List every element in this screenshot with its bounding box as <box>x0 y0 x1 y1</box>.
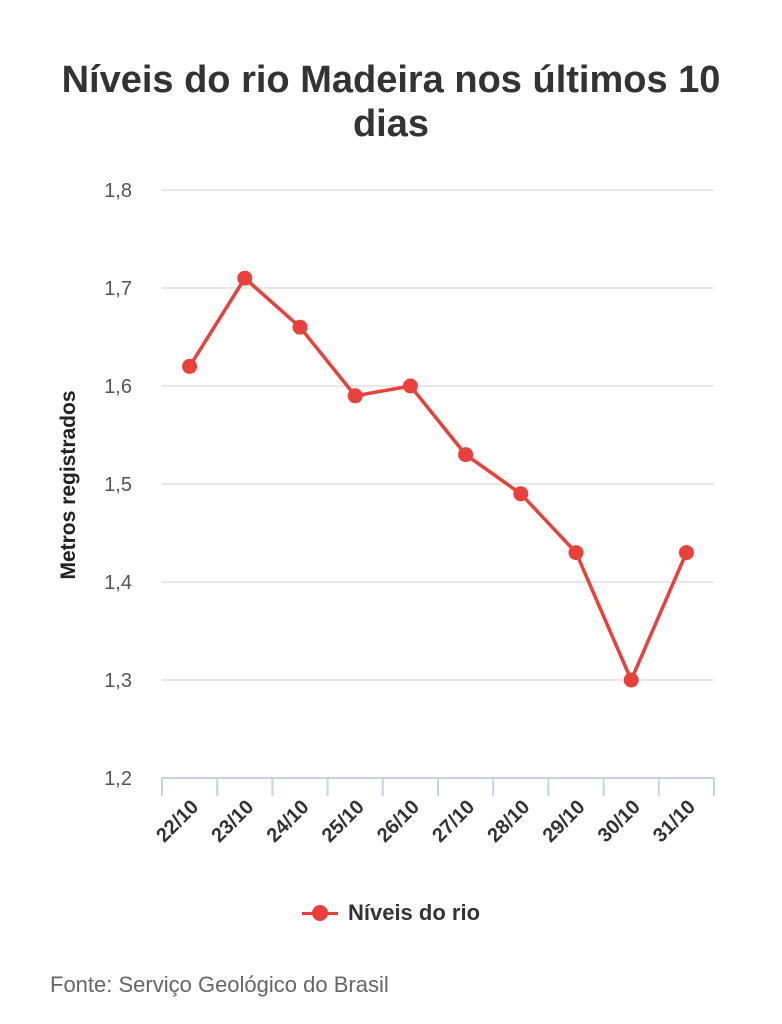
x-tick-label: 23/10 <box>207 796 258 847</box>
chart-title: Níveis do rio Madeira nos últimos 10 dia… <box>61 59 721 145</box>
data-point[interactable] <box>678 545 694 561</box>
data-point[interactable] <box>347 388 363 404</box>
series-line <box>188 276 689 682</box>
y-tick-label: 1,6 <box>104 376 132 398</box>
series-niveis <box>182 270 694 688</box>
y-tick-label: 1,2 <box>104 768 132 790</box>
source-note: Fonte: Serviço Geológico do Brasil <box>50 972 389 997</box>
y-tick-labels: 1,2 1,3 1,4 1,5 1,6 1,7 1,8 <box>104 180 132 790</box>
legend-label: Níveis do rio <box>347 900 481 925</box>
y-tick-label: 1,7 <box>104 278 132 300</box>
x-tick-label: 28/10 <box>483 796 534 847</box>
grid-lines <box>162 189 714 681</box>
data-point[interactable] <box>182 358 198 374</box>
x-tick-label: 27/10 <box>428 796 479 847</box>
y-tick-label: 1,8 <box>104 180 132 202</box>
y-tick-label: 1,3 <box>104 670 132 692</box>
x-tick-label: 30/10 <box>594 796 645 847</box>
y-axis-label: Metros registrados <box>57 390 80 579</box>
x-tick-label: 24/10 <box>263 796 314 847</box>
x-axis <box>161 777 715 796</box>
x-tick-label: 22/10 <box>152 796 203 847</box>
data-point[interactable] <box>402 378 418 394</box>
y-tick-label: 1,5 <box>104 474 132 496</box>
data-point[interactable] <box>292 319 308 335</box>
data-point[interactable] <box>458 447 474 463</box>
x-tick-label: 29/10 <box>539 796 590 847</box>
data-point[interactable] <box>513 486 529 502</box>
legend-marker-icon <box>301 903 338 923</box>
x-tick-label: 25/10 <box>318 796 369 847</box>
data-point[interactable] <box>568 545 584 561</box>
x-tick-labels: 22/10 23/10 24/10 25/10 26/10 27/10 28/10 29/10… <box>152 796 700 847</box>
data-point[interactable] <box>237 270 253 286</box>
data-point[interactable] <box>623 672 639 688</box>
x-tick-label: 31/10 <box>649 796 700 847</box>
y-tick-label: 1,4 <box>104 572 132 594</box>
x-tick-label: 26/10 <box>373 796 424 847</box>
legend: Níveis do rio <box>0 900 782 926</box>
